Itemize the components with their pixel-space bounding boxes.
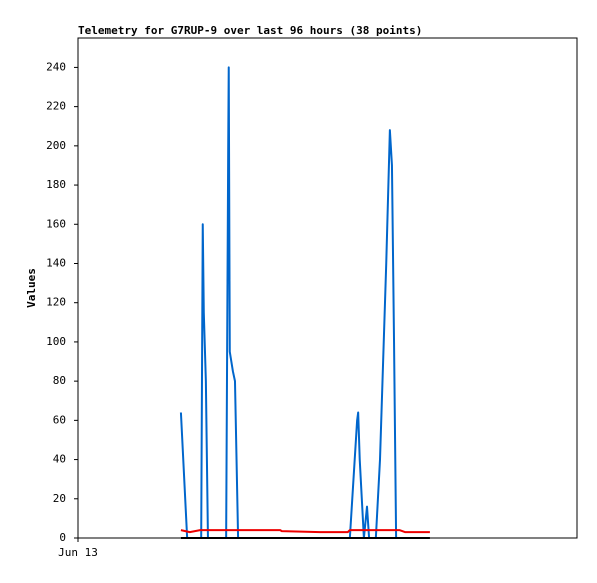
y-tick-label: 200	[46, 139, 66, 152]
y-tick-label: 40	[53, 453, 66, 466]
y-tick-label: 240	[46, 60, 66, 73]
y-tick-label: 160	[46, 217, 66, 230]
y-tick-label: 20	[53, 492, 66, 505]
y-tick-label: 180	[46, 178, 66, 191]
series-line	[179, 66, 398, 539]
chart-title: Telemetry for G7RUP-9 over last 96 hours…	[78, 24, 422, 37]
y-tick-label: 80	[53, 374, 66, 387]
y-tick-label: 60	[53, 413, 66, 426]
y-tick-label: 0	[59, 531, 66, 544]
y-tick-label: 220	[46, 100, 66, 113]
x-tick-label: Jun 13	[58, 546, 98, 559]
series-line	[180, 529, 430, 534]
plot-frame	[77, 37, 578, 539]
y-axis-label: Values	[25, 268, 38, 308]
y-tick-label: 140	[46, 256, 66, 269]
y-tick-label: 100	[46, 335, 66, 348]
y-tick-label: 120	[46, 296, 66, 309]
